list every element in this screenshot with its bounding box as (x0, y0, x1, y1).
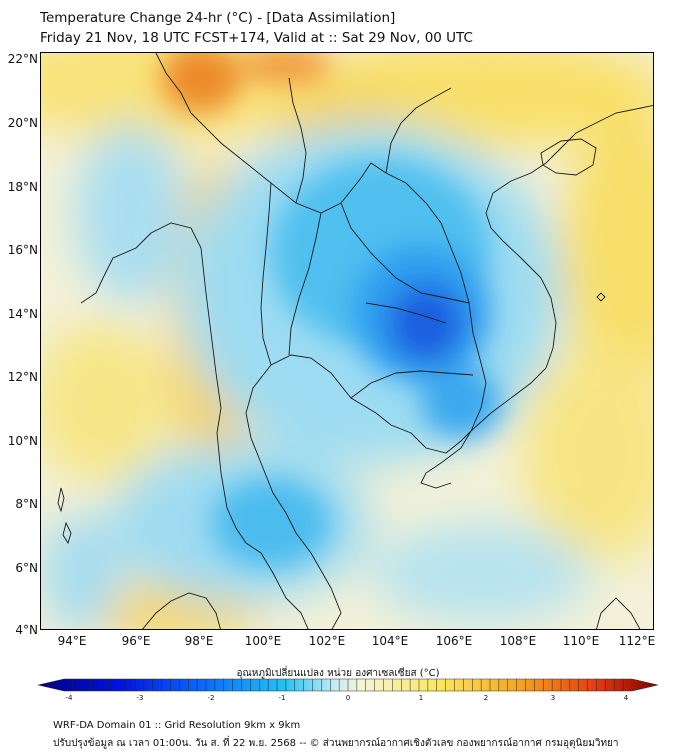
lon-label-112e: 112°E (618, 634, 656, 648)
lat-label-14n: 14°N (7, 307, 38, 321)
lat-label-10n: 10°N (7, 434, 38, 448)
lon-label-104e: 104°E (371, 634, 409, 648)
lon-label-108e: 108°E (499, 634, 537, 648)
colorbar-tick-label: -4 (65, 694, 73, 702)
colorbar-tick-label: -1 (278, 694, 286, 702)
colorbar-tick-label: 4 (623, 694, 629, 702)
colorbar-tick-label: 0 (345, 694, 351, 702)
lon-label-100e: 100°E (244, 634, 282, 648)
colorbar (38, 678, 658, 692)
lat-label-22n: 22°N (7, 52, 38, 66)
lat-label-20n: 20°N (7, 116, 38, 130)
coastline-borders (57, 53, 653, 629)
footer-credit: ปรับปรุงข้อมูล ณ เวลา 01:00น. วัน ส. ที่… (53, 738, 619, 749)
lat-label-4n: 4°N (15, 623, 38, 637)
lon-label-98e: 98°E (184, 634, 214, 648)
footer-grid-info: WRF-DA Domain 01 :: Grid Resolution 9km … (53, 720, 301, 731)
temperature-change-map (40, 52, 654, 630)
colorbar-tick-label: -2 (207, 694, 215, 702)
lon-label-96e: 96°E (121, 634, 151, 648)
lat-label-8n: 8°N (15, 497, 38, 511)
lon-label-106e: 106°E (435, 634, 473, 648)
colorbar-tick-label: 2 (483, 694, 489, 702)
map-title: Temperature Change 24-hr (°C) - [Data As… (40, 10, 396, 26)
lat-label-6n: 6°N (15, 561, 38, 575)
lat-label-16n: 16°N (7, 243, 38, 257)
colorbar-title: อุณหภูมิเปลี่ยนแปลง หน่วย องศาเซลเซียส (… (236, 668, 440, 679)
colorbar-tick-label: -3 (136, 694, 144, 702)
temperature-field (41, 53, 653, 629)
lon-label-102e: 102°E (308, 634, 346, 648)
colorbar-tick-label: 3 (550, 694, 556, 702)
lat-label-12n: 12°N (7, 370, 38, 384)
lat-label-18n: 18°N (7, 180, 38, 194)
lon-label-94e: 94°E (57, 634, 87, 648)
lon-label-110e: 110°E (562, 634, 600, 648)
map-subtitle: Friday 21 Nov, 18 UTC FCST+174, Valid at… (40, 30, 473, 46)
colorbar-tick-label: 1 (418, 694, 424, 702)
